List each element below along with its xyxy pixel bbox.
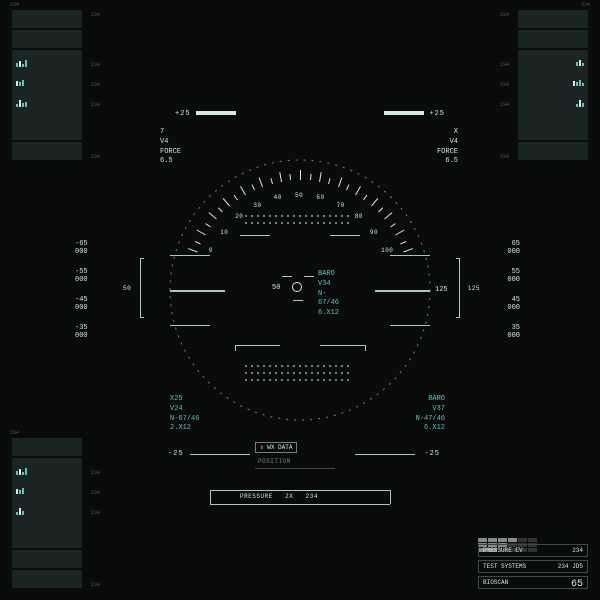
bot-ind-r: -25 [424, 450, 440, 458]
panel-test: TEST SYSTEMS 234 JD5 [478, 560, 588, 573]
corner-br: PRESSURE EV 234 TEST SYSTEMS 234 JD5 BIO… [478, 538, 588, 590]
bl-readout: X25V24N-67/462.X12 [170, 395, 199, 434]
bracket-l [140, 258, 144, 318]
panel-bioscan: BIOSCAN 65 [478, 576, 588, 589]
corner-tr: 234 234 234 234 234 234 [518, 10, 588, 162]
corner-tl: 234 234 234 234 234 234 [12, 10, 82, 162]
top-ind-l: +25 [175, 110, 236, 118]
top-stack-l: 7V4FORCE6.5 [160, 128, 181, 167]
center-readout: BARO V34 N-67/46 6.X12 [318, 270, 339, 319]
center-left-val: 50 [272, 284, 280, 292]
position-label: POSITION [258, 458, 291, 465]
br-readout: BAROV37N-47/466.X12 [416, 395, 445, 434]
bot-ind-l: -25 [168, 450, 184, 458]
reticle-icon [292, 282, 302, 292]
corner-bl: 234 234 234 234 234 [12, 438, 82, 590]
panel-pressure: PRESSURE EV 234 [478, 544, 588, 557]
bracket-r [456, 258, 460, 318]
wx-box: ▮ WX DATA [255, 442, 297, 453]
top-ind-r: +25 [384, 110, 445, 118]
center-right-val: 125 [435, 286, 448, 294]
top-stack-r: XV4FORCE6.5 [437, 128, 458, 167]
